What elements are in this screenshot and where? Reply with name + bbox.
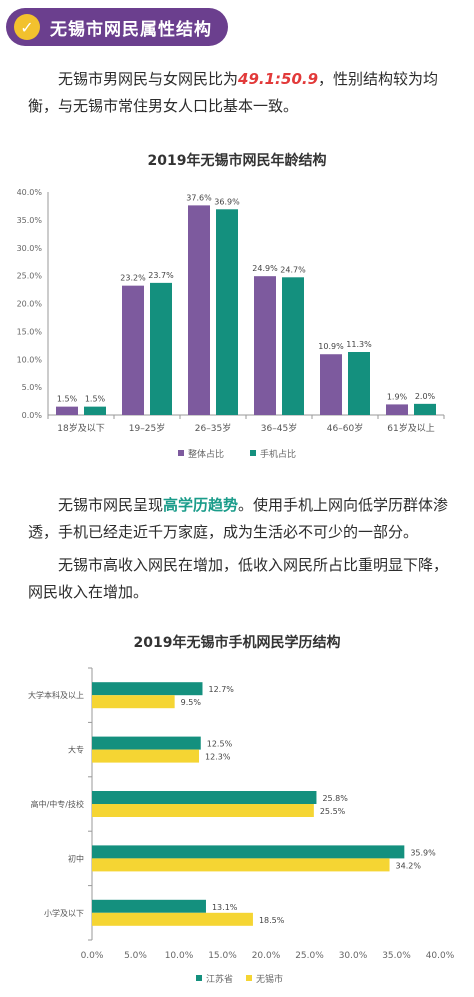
- age-chart: 0.0% 5.0% 10.0% 15.0% 20.0% 25.0% 30.0% 35.0% 40…: [17, 188, 445, 460]
- legend-swatch-overall: [178, 450, 184, 456]
- bar-value-label: 1.9%: [387, 392, 408, 401]
- bar-jiangsu: [92, 899, 206, 913]
- y-tick-label: 25.0%: [17, 272, 43, 281]
- bar-overall: [56, 406, 78, 415]
- legend-label-overall: 整体占比: [188, 448, 224, 460]
- bar-mobile: [348, 352, 370, 415]
- section-title: 无锡市网民属性结构: [50, 19, 212, 40]
- y-tick-label: 10.0%: [17, 355, 43, 364]
- bar-wuxi: [92, 749, 200, 763]
- bar-overall: [320, 354, 342, 415]
- bar-wuxi: [92, 804, 314, 817]
- y-category-label: 大专: [68, 745, 84, 755]
- bar-overall: [122, 285, 144, 415]
- y-category-label: 初中: [68, 853, 84, 863]
- legend-swatch-mobile: [250, 450, 256, 456]
- bar-jiangsu: [92, 682, 203, 696]
- x-tick-label: 10.0%: [165, 951, 194, 961]
- y-category-label: 小学及以下: [44, 908, 84, 918]
- education-chart: 0.0% 5.0% 10.0% 15.0% 20.0% 25.0% 30.0% 35.0% 40…: [28, 667, 455, 985]
- education-highlight: 高学历趋势: [163, 496, 239, 514]
- bar-value-label: 35.9%: [410, 848, 436, 857]
- y-tick-label: 5.0%: [22, 383, 43, 392]
- x-tick-label: 35.0%: [382, 951, 411, 961]
- bar-value-label: 11.3%: [346, 340, 372, 349]
- bar-value-label: 2.0%: [415, 392, 436, 401]
- x-category-label: 36–45岁: [261, 422, 297, 434]
- education-chart-title: 2019年无锡市手机网民学历结构: [133, 635, 341, 651]
- x-tick-label: 30.0%: [339, 951, 368, 961]
- y-tick-label: 15.0%: [17, 327, 43, 336]
- y-tick-label: 40.0%: [17, 188, 43, 197]
- x-tick-label: 0.0%: [81, 951, 104, 961]
- y-tick-label: 35.0%: [17, 216, 43, 225]
- legend-swatch-jiangsu: [196, 975, 202, 981]
- bar-overall: [386, 404, 408, 415]
- bar-wuxi: [92, 912, 253, 926]
- x-tick-label: 20.0%: [252, 951, 281, 961]
- legend-label-mobile: 手机占比: [260, 448, 296, 460]
- y-tick-label: 30.0%: [17, 244, 43, 253]
- bar-value-label: 18.5%: [259, 916, 285, 925]
- bar-jiangsu: [92, 736, 201, 750]
- x-tick-label: 15.0%: [208, 951, 237, 961]
- intro-text: 无锡市男网民与女网民比为: [58, 70, 239, 88]
- legend-swatch-wuxi: [246, 975, 252, 981]
- legend-label-wuxi: 无锡市: [256, 973, 283, 985]
- x-tick-label: 40.0%: [426, 951, 455, 961]
- y-category-label: 高中/中专/技校: [31, 799, 84, 809]
- x-category-label: 61岁及以上: [387, 422, 434, 434]
- para2-text: 无锡市网民呈现: [58, 496, 164, 514]
- bar-value-label: 12.7%: [208, 685, 234, 694]
- age-chart-title: 2019年无锡市网民年龄结构: [147, 153, 327, 169]
- para3-text: 无锡市高收入网民在增加，低收入网民所占比重明显下降，网民收入在增加。: [28, 556, 449, 601]
- x-tick-label: 25.0%: [295, 951, 324, 961]
- x-tick-label: 5.0%: [124, 951, 147, 961]
- bar-value-label: 23.7%: [148, 271, 174, 280]
- bar-value-label: 13.1%: [212, 903, 238, 912]
- bar-wuxi: [92, 858, 390, 872]
- y-category-label: 大学本科及以上: [28, 690, 84, 700]
- bar-mobile: [150, 282, 172, 415]
- x-category-label: 19–25岁: [129, 422, 165, 434]
- bar-overall: [254, 276, 276, 415]
- bar-mobile: [414, 403, 436, 415]
- bar-overall: [188, 205, 210, 415]
- bar-jiangsu: [92, 845, 405, 859]
- bar-mobile: [84, 406, 106, 415]
- section-header: ✓ 无锡市网民属性结构: [6, 8, 228, 46]
- y-tick-label: 20.0%: [17, 300, 43, 309]
- bar-value-label: 12.5%: [207, 740, 233, 749]
- bar-value-label: 34.2%: [396, 861, 422, 870]
- bar-value-label: 1.5%: [85, 395, 106, 404]
- bar-value-label: 36.9%: [214, 197, 240, 206]
- legend-label-jiangsu: 江苏省: [206, 973, 233, 985]
- bar-value-label: 9.5%: [181, 698, 202, 707]
- bar-wuxi: [92, 695, 175, 709]
- bar-value-label: 1.5%: [57, 395, 78, 404]
- bar-mobile: [282, 277, 304, 415]
- bar-value-label: 37.6%: [186, 193, 212, 202]
- bar-value-label: 10.9%: [318, 342, 344, 351]
- bar-value-label: 24.7%: [280, 265, 306, 274]
- x-category-label: 26–35岁: [195, 422, 231, 434]
- x-category-label: 46–60岁: [327, 422, 363, 434]
- para2-text-end: 。使用手机上网向低学历群体渗透，手机已经走近千万家庭，成为生活必不可少的一部分。: [28, 496, 449, 541]
- check-icon: ✓: [14, 14, 40, 40]
- bar-value-label: 12.3%: [205, 753, 231, 762]
- bar-value-label: 24.9%: [252, 264, 278, 273]
- y-tick-label: 0.0%: [22, 411, 43, 420]
- education-paragraph: 无锡市网民呈现高学历趋势。使用手机上网向低学历群体渗透，手机已经走近千万家庭，成…: [28, 492, 458, 546]
- x-category-label: 18岁及以下: [57, 422, 104, 434]
- bar-value-label: 25.8%: [322, 794, 348, 803]
- income-paragraph: 无锡市高收入网民在增加，低收入网民所占比重明显下降，网民收入在增加。: [28, 552, 458, 606]
- bar-value-label: 23.2%: [120, 274, 146, 283]
- bar-jiangsu: [92, 791, 317, 804]
- bar-mobile: [216, 209, 238, 415]
- gender-ratio: 49.1:50.9: [238, 70, 319, 88]
- intro-text-end: ，性别结构较为均衡，与无锡市常住男女人口比基本一致。: [28, 70, 439, 115]
- bar-value-label: 25.5%: [320, 807, 346, 816]
- gender-paragraph: 无锡市男网民与女网民比为49.1:50.9，性别结构较为均衡，与无锡市常住男女人…: [28, 66, 458, 120]
